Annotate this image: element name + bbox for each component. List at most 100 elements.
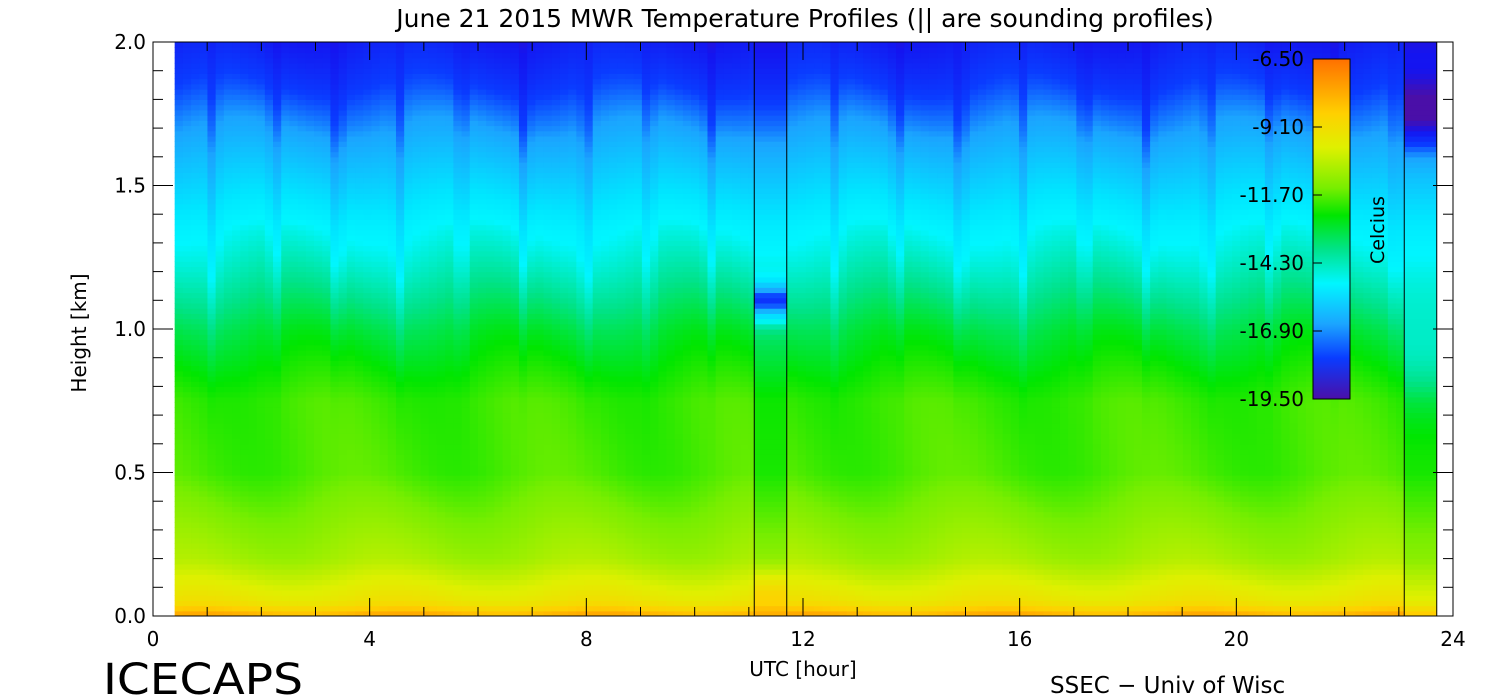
heatmap-cell xyxy=(346,402,356,408)
heatmap-cell xyxy=(453,109,463,116)
heatmap-cell xyxy=(297,83,307,90)
heatmap-cell xyxy=(420,146,430,153)
heatmap-cell xyxy=(453,235,463,241)
heatmap-cell xyxy=(445,402,454,408)
heatmap-cell xyxy=(461,339,471,346)
heatmap-cell xyxy=(477,344,487,351)
heatmap-cell xyxy=(314,391,323,398)
heatmap-cell xyxy=(281,542,291,549)
heatmap-cell xyxy=(395,88,405,95)
heatmap-cell xyxy=(469,360,479,367)
heatmap-cell xyxy=(314,522,323,528)
heatmap-cell xyxy=(281,553,291,560)
heatmap-cell xyxy=(445,62,454,69)
heatmap-cell xyxy=(379,323,389,330)
heatmap-cell xyxy=(182,464,192,471)
heatmap-cell xyxy=(412,569,422,575)
heatmap-cell xyxy=(371,302,381,309)
heatmap-cell xyxy=(477,375,487,382)
heatmap-cell xyxy=(371,548,381,554)
heatmap-cell xyxy=(297,130,307,137)
heatmap-cell xyxy=(289,235,299,241)
heatmap-cell xyxy=(182,329,192,335)
heatmap-cell xyxy=(297,391,307,398)
heatmap-cell xyxy=(518,485,528,492)
heatmap-cell xyxy=(527,579,536,586)
heatmap-cell xyxy=(174,605,184,612)
heatmap-cell xyxy=(371,360,381,367)
heatmap-cell xyxy=(387,104,397,111)
heatmap-cell xyxy=(387,323,397,330)
heatmap-cell xyxy=(338,308,348,314)
heatmap-cell xyxy=(232,396,241,403)
heatmap-cell xyxy=(191,68,200,74)
heatmap-cell xyxy=(182,297,192,304)
heatmap-cell xyxy=(371,62,381,69)
heatmap-cell xyxy=(314,130,323,137)
heatmap-cell xyxy=(289,94,299,100)
heatmap-cell xyxy=(273,454,282,461)
heatmap-cell xyxy=(387,219,397,226)
heatmap-cell xyxy=(305,595,315,601)
heatmap-cell xyxy=(420,542,430,549)
heatmap-cell xyxy=(371,600,381,607)
heatmap-cell xyxy=(412,99,422,106)
heatmap-cell xyxy=(256,104,266,111)
heatmap-cell xyxy=(371,563,381,570)
heatmap-cell xyxy=(330,104,340,111)
heatmap-cell xyxy=(461,208,471,215)
heatmap-cell xyxy=(215,52,225,59)
heatmap-cell xyxy=(363,600,372,607)
heatmap-cell xyxy=(502,224,512,231)
heatmap-cell xyxy=(486,94,495,100)
heatmap-cell xyxy=(314,365,323,372)
heatmap-cell xyxy=(502,73,512,80)
heatmap-cell xyxy=(289,120,299,127)
heatmap-cell xyxy=(461,548,471,554)
heatmap-cell xyxy=(322,162,332,168)
heatmap-cell xyxy=(379,115,389,121)
heatmap-cell xyxy=(371,433,381,440)
heatmap-cell xyxy=(379,255,389,262)
heatmap-cell xyxy=(502,125,512,132)
heatmap-cell xyxy=(371,255,381,262)
heatmap-cell xyxy=(191,88,200,95)
heatmap-cell xyxy=(281,370,291,377)
heatmap-cell xyxy=(256,417,266,424)
heatmap-cell xyxy=(223,104,233,111)
heatmap-cell xyxy=(215,548,225,554)
heatmap-cell xyxy=(256,271,266,278)
heatmap-cell xyxy=(535,245,545,252)
heatmap-cell xyxy=(297,219,307,226)
heatmap-cell xyxy=(174,282,184,288)
heatmap-cell xyxy=(256,240,266,247)
heatmap-cell xyxy=(297,151,307,158)
heatmap-cell xyxy=(535,386,545,393)
heatmap-cell xyxy=(223,193,233,200)
heatmap-cell xyxy=(182,203,192,210)
heatmap-cell xyxy=(330,428,340,434)
heatmap-cell xyxy=(305,605,315,612)
heatmap-cell xyxy=(445,511,454,518)
heatmap-cell xyxy=(289,99,299,106)
heatmap-cell xyxy=(404,449,413,455)
heatmap-cell xyxy=(436,88,446,95)
heatmap-cell xyxy=(436,334,446,341)
heatmap-cell xyxy=(461,532,471,539)
heatmap-cell xyxy=(191,349,200,356)
heatmap-cell xyxy=(223,464,233,471)
heatmap-cell xyxy=(486,302,495,309)
heatmap-cell xyxy=(174,266,184,273)
heatmap-cell xyxy=(469,120,479,127)
heatmap-cell xyxy=(182,391,192,398)
heatmap-cell xyxy=(428,360,438,367)
heatmap-cell xyxy=(543,542,553,549)
heatmap-cell xyxy=(486,407,495,414)
heatmap-cell xyxy=(281,57,291,64)
heatmap-cell xyxy=(428,589,438,596)
heatmap-cell xyxy=(264,349,274,356)
heatmap-cell xyxy=(338,188,348,194)
heatmap-cell xyxy=(461,589,471,596)
heatmap-cell xyxy=(223,365,233,372)
heatmap-cell xyxy=(330,600,340,607)
